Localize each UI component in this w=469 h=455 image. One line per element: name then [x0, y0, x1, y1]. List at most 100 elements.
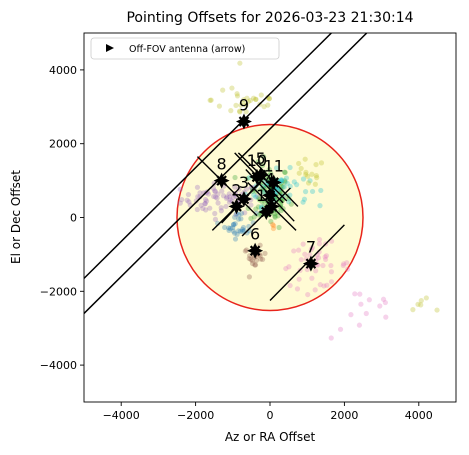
scatter-point: [266, 96, 272, 102]
scatter-point: [256, 195, 262, 201]
scatter-point: [357, 291, 363, 297]
scatter-point: [256, 197, 263, 203]
scatter-point: [288, 201, 294, 207]
scatter-point: [214, 195, 220, 201]
scatter-point: [309, 171, 315, 177]
scatter-point: [352, 291, 358, 297]
scatter-point: [265, 94, 271, 100]
scatter-point: [283, 175, 290, 181]
antenna-star-marker: [235, 191, 252, 208]
antenna-label: 10: [247, 151, 267, 170]
scatter-point: [302, 156, 308, 162]
scatter-point: [256, 212, 262, 218]
scatter-point: [223, 203, 229, 210]
scatter-point: [242, 210, 248, 216]
scatter-point: [295, 247, 302, 253]
scatter-point: [232, 221, 238, 227]
antenna-star-marker: [235, 113, 252, 130]
scatter-point: [253, 210, 259, 216]
scatter-point: [328, 335, 334, 341]
scatter-point: [246, 274, 252, 280]
antenna-label: 1: [267, 180, 277, 199]
scatter-point: [309, 188, 316, 195]
scatter-point: [262, 250, 268, 256]
scatter-point: [186, 199, 192, 205]
scatter-point: [227, 197, 233, 203]
scatter-point: [366, 297, 372, 303]
scatter-point: [202, 196, 209, 203]
scatter-point: [282, 169, 288, 176]
scatter-point: [233, 102, 239, 108]
antenna-star-marker: [263, 198, 280, 215]
y-axis-ticks: −4000 −2000 0 2000 4000: [40, 64, 84, 372]
scatter-point: [244, 95, 250, 101]
scatter-point: [307, 178, 313, 184]
scatter-point: [287, 164, 293, 171]
scatter-point: [304, 266, 310, 273]
scatter-point: [212, 194, 219, 200]
legend: Off-FOV antenna (arrow): [90, 37, 280, 60]
scatter-point: [237, 108, 243, 114]
scatter-point: [291, 179, 297, 185]
scatter-point: [358, 301, 364, 307]
scatter-point: [313, 268, 319, 274]
scatter-point: [212, 189, 219, 195]
scatter-point: [287, 282, 293, 289]
scatter-point: [423, 295, 429, 301]
antenna-label: 8: [217, 155, 227, 174]
scatter-point: [302, 251, 308, 257]
scatter-point: [284, 180, 290, 186]
scatter-point: [205, 191, 212, 197]
scatter-point: [211, 193, 217, 200]
antenna-label: 4: [265, 169, 275, 188]
antenna-star-marker: [252, 167, 269, 184]
scatter-point: [198, 202, 204, 208]
scatter-point: [282, 169, 288, 175]
scatter-point: [410, 307, 416, 313]
scatter-point: [303, 171, 309, 178]
antenna-label: 6: [250, 225, 260, 244]
scatter-point: [238, 216, 244, 222]
scatter-point: [321, 283, 327, 289]
scatter-point: [232, 236, 239, 242]
scatter-point: [322, 256, 329, 263]
y-tick-label: 0: [70, 212, 77, 225]
scatter-point: [251, 192, 257, 198]
scatter-point: [238, 210, 245, 216]
scatter-point: [208, 97, 214, 103]
scatter-point: [300, 176, 307, 182]
scatter-point: [313, 161, 319, 168]
boundary-line: [84, 33, 368, 314]
scatter-point: [318, 160, 325, 166]
scatter-point: [219, 188, 225, 194]
antenna-star-marker: [247, 242, 264, 259]
y-tick-label: 4000: [49, 64, 77, 77]
scatter-point: [194, 206, 200, 213]
y-tick-label: −4000: [40, 359, 77, 372]
antenna-star-marker: [265, 174, 282, 191]
scatter-point: [286, 264, 292, 270]
legend-box: [90, 37, 280, 60]
x-tick-label: 0: [267, 409, 274, 422]
scatter-point: [207, 97, 213, 103]
boundary-line: [84, 33, 332, 279]
scatter-point: [207, 205, 213, 211]
scatter-point: [305, 291, 311, 298]
scatter-point: [240, 228, 246, 235]
scatter-point: [316, 241, 323, 247]
scatter-point: [383, 314, 389, 320]
scatter-point: [260, 256, 266, 263]
scatter-point: [312, 287, 318, 293]
scatter-point: [226, 225, 232, 231]
scatter-point: [323, 253, 330, 259]
scatter-point: [309, 275, 315, 281]
scatter-point: [236, 186, 242, 192]
scatter-point: [237, 228, 244, 234]
scatter-point: [239, 226, 246, 232]
legend-arrow-marker: [106, 44, 114, 52]
scatter-point: [244, 176, 250, 182]
y-tick-label: −2000: [40, 285, 77, 298]
scatter-point: [248, 202, 254, 208]
scatter-point: [248, 215, 254, 222]
